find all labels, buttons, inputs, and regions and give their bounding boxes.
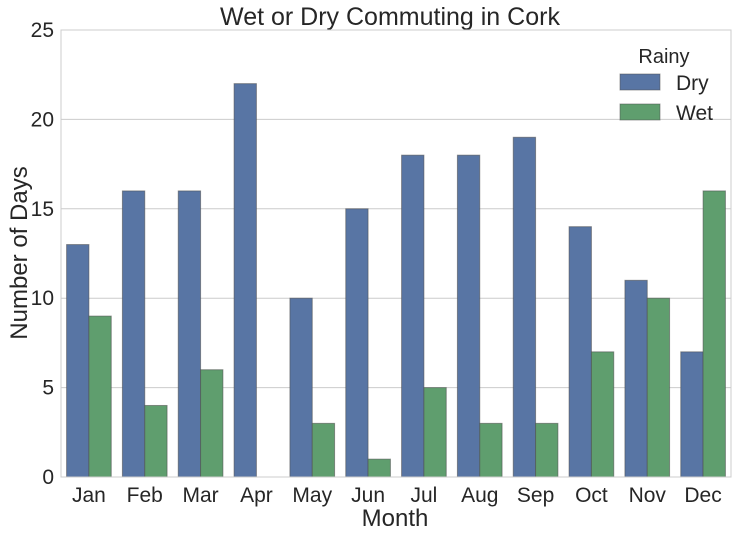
- bar-wet-jul: [423, 387, 447, 478]
- bar-wet-dec: [702, 190, 726, 478]
- bar-wet-jan: [88, 315, 112, 478]
- bar-dry-aug: [456, 154, 481, 478]
- bar-dry-mar: [177, 190, 202, 478]
- bar-dry-dec: [680, 351, 704, 478]
- plot-frame: [60, 29, 732, 478]
- bar-wet-may: [311, 422, 336, 478]
- bar-wet-oct: [590, 351, 615, 478]
- y-tick-label: 20: [31, 108, 54, 131]
- x-axis-label: Month: [362, 505, 429, 532]
- x-tick-label: Jan: [72, 484, 106, 507]
- x-tick-label: Apr: [240, 484, 273, 507]
- bars: [66, 83, 726, 478]
- bar-dry-jan: [66, 244, 90, 478]
- x-tick-label: May: [292, 484, 332, 507]
- bar-wet-nov: [646, 297, 671, 478]
- bar-dry-jul: [401, 154, 425, 478]
- x-tick-label: Aug: [461, 484, 498, 507]
- x-tick-label: Jul: [410, 484, 437, 507]
- x-tick-label: Dec: [684, 484, 721, 507]
- y-axis-label: Number of Days: [6, 166, 33, 339]
- bar-dry-sep: [512, 136, 537, 478]
- y-tick-label: 15: [31, 198, 54, 221]
- y-tick-label: 0: [42, 466, 54, 489]
- y-tick-labels: 0 5 10 15 20 25: [31, 19, 54, 489]
- bar-dry-apr: [233, 83, 257, 478]
- y-tick-label: 25: [31, 19, 54, 42]
- legend-title: Rainy: [638, 46, 689, 68]
- bar-wet-jun: [367, 458, 391, 478]
- x-tick-labels: Jan Feb Mar Apr May Jun Jul Aug Sep Oct Nov Dec: [72, 484, 722, 507]
- bar-dry-jun: [345, 208, 369, 478]
- x-tick-label: Feb: [127, 484, 163, 507]
- y-tick-label: 10: [31, 287, 54, 310]
- bar-dry-nov: [624, 279, 648, 478]
- bar-dry-feb: [121, 190, 146, 478]
- x-tick-label: Mar: [182, 484, 218, 507]
- legend-swatch-wet: [619, 103, 661, 121]
- y-tick-label: 5: [42, 377, 54, 400]
- bar-wet-sep: [535, 422, 559, 478]
- bar-wet-mar: [200, 369, 224, 478]
- bar-dry-oct: [568, 226, 592, 478]
- x-tick-label: Jun: [351, 484, 385, 507]
- legend-label-dry: Dry: [676, 72, 709, 95]
- legend-swatch-dry: [619, 73, 661, 91]
- x-tick-label: Oct: [575, 484, 608, 507]
- legend-label-wet: Wet: [676, 102, 713, 125]
- bar-wet-aug: [479, 422, 503, 478]
- legend: Rainy Dry Wet: [619, 46, 713, 125]
- x-tick-label: Sep: [517, 484, 554, 507]
- bar-dry-may: [289, 297, 313, 478]
- x-tick-label: Nov: [629, 484, 667, 507]
- chart-title: Wet or Dry Commuting in Cork: [220, 3, 560, 31]
- bar-wet-feb: [144, 404, 168, 478]
